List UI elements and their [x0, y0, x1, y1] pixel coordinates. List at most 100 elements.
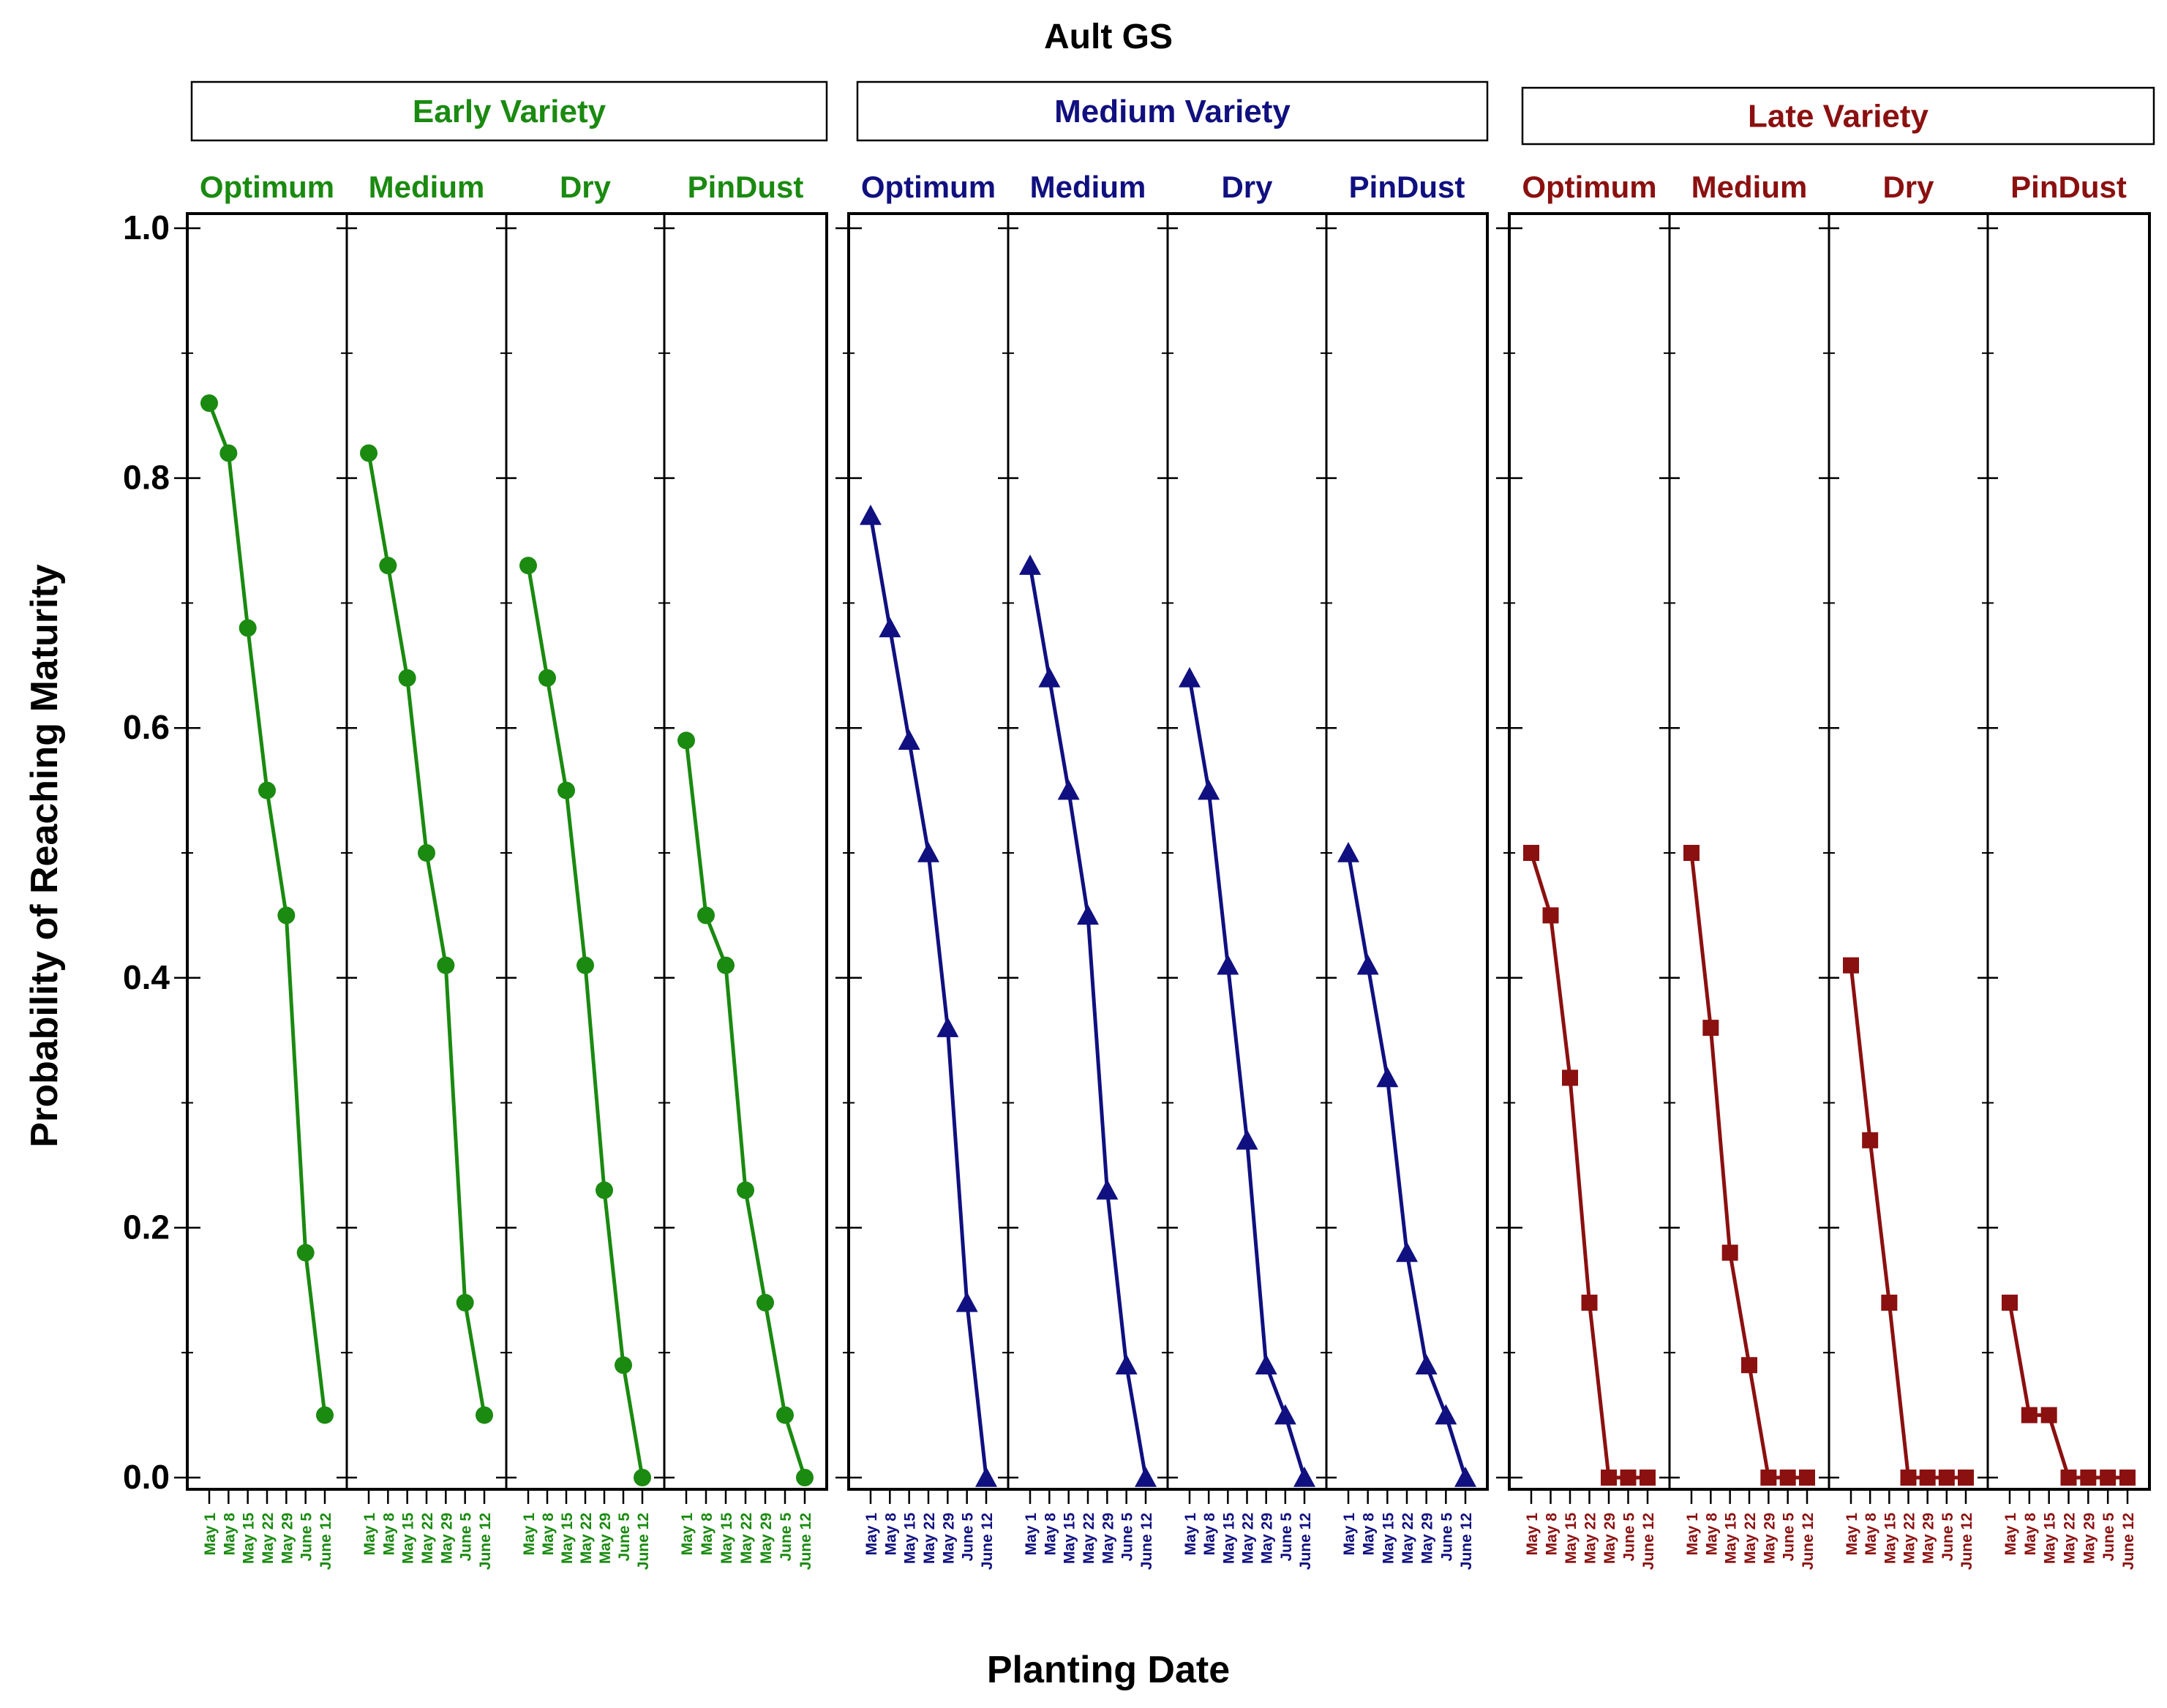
panel-title: Dry: [1882, 170, 1934, 204]
x-tick-label: May 8: [1042, 1513, 1059, 1556]
panel-medium: Medium May 1 May 8 May 15 May 22 May 29 June 5…: [998, 170, 1157, 1570]
x-tick-label: May 8: [1544, 1513, 1561, 1556]
y-tick-label: 0.4: [123, 958, 170, 996]
x-tick-label: May 1: [2002, 1513, 2019, 1556]
data-point: [1862, 1132, 1879, 1148]
data-point: [2002, 1294, 2018, 1311]
x-tick-label: May 22: [738, 1513, 755, 1564]
data-point: [1115, 1354, 1138, 1375]
x-tick-label: May 15: [559, 1513, 576, 1564]
x-axis-label: Planting Date: [987, 1649, 1230, 1691]
x-tick-label: May 8: [1863, 1513, 1879, 1556]
data-point: [379, 557, 397, 575]
data-point: [398, 669, 416, 687]
x-tick-label: June 5: [960, 1513, 977, 1562]
x-tick-label: June 5: [778, 1513, 795, 1562]
x-tick-label: June 12: [1958, 1513, 1975, 1570]
data-point: [2080, 1470, 2097, 1486]
data-point: [1741, 1357, 1757, 1374]
panel-medium: Medium May 1 May 8 May 15 May 22 May 29 June 5…: [1659, 170, 1817, 1570]
data-point: [577, 956, 594, 974]
y-tick-label: 0.2: [123, 1208, 170, 1246]
data-point: [1683, 845, 1700, 861]
x-tick-label: May 22: [419, 1513, 436, 1564]
data-point: [418, 844, 435, 862]
data-point: [1096, 1179, 1119, 1200]
data-point: [1435, 1404, 1457, 1425]
data-point: [879, 617, 901, 638]
x-tick-label: May 1: [679, 1513, 696, 1556]
group-banner-label: Late Variety: [1748, 99, 1929, 135]
panel-title: PinDust: [688, 170, 804, 204]
data-point: [1293, 1467, 1315, 1487]
data-point: [1881, 1294, 1898, 1311]
data-point: [1581, 1294, 1598, 1311]
panel-title: Optimum: [1522, 170, 1656, 204]
data-point: [2040, 1407, 2057, 1423]
data-point: [1217, 954, 1239, 975]
x-tick-label: May 1: [202, 1513, 219, 1556]
x-tick-label: May 22: [1240, 1513, 1257, 1564]
data-point: [955, 1291, 978, 1312]
data-point: [2060, 1470, 2077, 1486]
x-tick-label: May 15: [400, 1513, 417, 1564]
x-tick-label: May 22: [1400, 1513, 1416, 1564]
x-tick-label: May 29: [1100, 1513, 1116, 1564]
data-point: [634, 1469, 651, 1486]
data-point: [1356, 954, 1379, 975]
data-point: [1640, 1470, 1656, 1486]
data-point: [1019, 554, 1041, 575]
data-point: [296, 1244, 315, 1262]
x-tick-label: June 5: [458, 1513, 475, 1562]
x-tick-label: June 12: [1800, 1513, 1817, 1570]
x-tick-label: June 5: [1621, 1513, 1638, 1562]
panel-title: PinDust: [2010, 170, 2127, 204]
x-tick-label: May 15: [2042, 1513, 2059, 1564]
data-point: [677, 731, 695, 750]
panel-title: Dry: [560, 170, 612, 204]
panel-dry: Dry May 1 May 8 May 15 May 22 May 29 June 5 Jun…: [496, 170, 652, 1570]
x-tick-label: May 8: [221, 1513, 238, 1556]
data-point: [1454, 1467, 1476, 1487]
data-point: [1620, 1470, 1637, 1486]
x-tick-label: May 1: [521, 1513, 538, 1556]
x-tick-label: June 5: [1278, 1513, 1295, 1562]
x-tick-label: May 22: [921, 1513, 938, 1564]
y-axis: 0.0 0.2 0.4 0.6 0.8 1.0: [123, 208, 170, 1496]
data-point: [2119, 1470, 2136, 1486]
data-point: [596, 1181, 613, 1200]
data-point: [776, 1406, 794, 1424]
panel-dry: Dry May 1 May 8 May 15 May 22 May 29 June 5 Jun…: [1819, 170, 1975, 1570]
x-tick-label: May 15: [1563, 1513, 1580, 1564]
data-point: [1038, 666, 1061, 688]
panel-dry: Dry May 1 May 8 May 15 May 22 May 29 June 5 Jun…: [1157, 170, 1315, 1570]
data-point: [538, 669, 556, 687]
x-tick-label: June 12: [635, 1513, 652, 1570]
data-point: [860, 504, 882, 525]
data-point: [1919, 1470, 1936, 1486]
x-tick-label: May 8: [699, 1513, 716, 1556]
group-banner: [856, 80, 1489, 142]
x-tick-label: June 5: [1119, 1513, 1136, 1562]
data-point: [2021, 1407, 2038, 1423]
data-point: [1843, 957, 1859, 974]
data-point: [456, 1293, 474, 1312]
data-point: [1760, 1470, 1777, 1486]
data-point: [1562, 1069, 1578, 1086]
data-point: [1198, 779, 1220, 800]
x-tick-label: May 29: [1259, 1513, 1276, 1564]
data-point: [557, 781, 575, 800]
data-point: [898, 729, 920, 750]
panel-title: Medium: [1691, 170, 1808, 204]
panel-title: Optimum: [200, 170, 334, 204]
x-tick-label: June 5: [298, 1513, 315, 1562]
data-point: [1415, 1354, 1438, 1375]
panel-title: PinDust: [1349, 170, 1465, 204]
x-tick-label: May 8: [1703, 1513, 1720, 1556]
x-tick-label: June 12: [797, 1513, 814, 1570]
